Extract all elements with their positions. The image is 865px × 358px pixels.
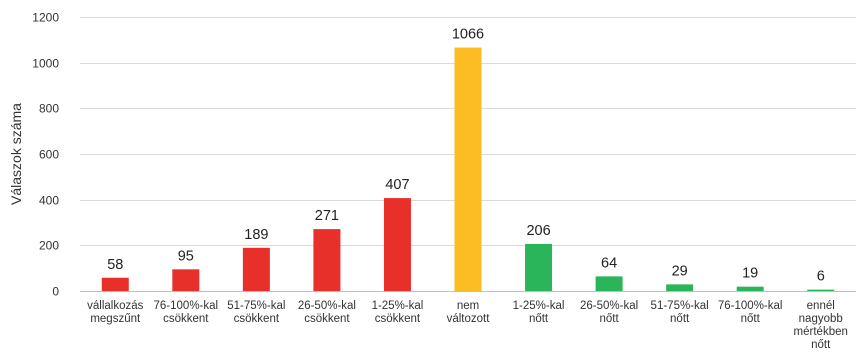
value-label: 189 [244,227,268,243]
category-label: csökkent [234,313,280,325]
value-label: 1066 [452,27,484,43]
category-label: nőtt [529,313,549,325]
y-tick-label: 200 [39,239,59,253]
y-tick-label: 1000 [32,57,59,71]
category-labels: vállalkozásmegszűnt76-100%-kalcsökkent51… [87,300,848,351]
bar [666,284,694,291]
y-axis-ticks: 0 200 400 600 800 1000 1200 [32,11,59,299]
category-label: 76-100%-kal [718,300,783,312]
bar [454,47,482,292]
y-tick-label: 800 [39,102,59,116]
category-label: 51-75%-kal [227,300,285,312]
category-label: 51-75%-kal [651,300,709,312]
category-label: 76-100%-kal [154,300,219,312]
value-label: 64 [601,255,617,271]
bar [101,277,129,291]
category-label: csökkent [375,313,421,325]
category-label: 26-50%-kal [298,300,356,312]
y-tick-label: 400 [39,194,59,208]
y-tick-label: 600 [39,148,59,162]
value-label: 58 [107,257,123,273]
category-label: 1-25%-kal [372,300,424,312]
category-label: nem [457,300,479,312]
bar [736,286,764,291]
value-label: 29 [672,263,688,279]
value-label: 407 [385,177,409,193]
bar [313,229,341,291]
bar [807,289,835,291]
category-label: nőtt [811,339,831,351]
category-label: 26-50%-kal [580,300,638,312]
y-axis-label: Válaszok száma [8,103,24,205]
value-label: 6 [817,269,825,285]
bar [525,243,553,291]
category-label: nagyobb [799,313,843,325]
category-label: 1-25%-kal [513,300,565,312]
value-label: 19 [742,266,758,282]
category-label: nőtt [670,313,690,325]
category-label: csökkent [163,313,209,325]
category-label: változott [447,313,491,325]
value-label: 206 [526,223,550,239]
category-label: csökkent [304,313,350,325]
category-label: megszűnt [90,313,141,325]
y-tick-label: 1200 [32,11,59,25]
category-label: nőtt [599,313,619,325]
value-label: 95 [178,248,194,264]
category-label: vállalkozás [87,300,143,312]
y-tick-label: 0 [52,285,59,299]
bar [595,276,623,291]
bar [383,198,411,291]
category-label: nőtt [741,313,761,325]
value-labels: 58 95 189 271 407 1066 206 64 29 19 6 [107,27,825,285]
category-label: mértékben [794,326,848,338]
value-label: 271 [315,208,339,224]
bars [101,47,835,292]
bar [172,269,200,291]
category-label: ennél [807,300,835,312]
bar [242,247,270,291]
